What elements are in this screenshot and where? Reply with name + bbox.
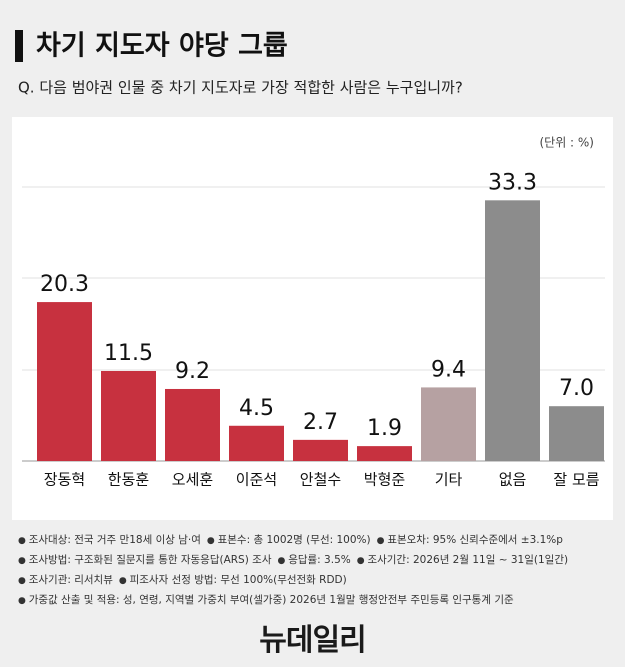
x-tick-label: 박형준 [364, 471, 406, 489]
value-label: 7.0 [559, 376, 594, 401]
value-label: 20.3 [40, 272, 89, 297]
chart-title: 차기 지도자 야당 그룹 [36, 31, 288, 62]
note: 표본수: 총 1002명 (무선: 100%) [207, 534, 371, 546]
value-label: 9.4 [431, 357, 466, 382]
note-line: 조사방법: 구조화된 질문지를 통한 자동응답(ARS) 조사 응답률: 3.5%… [18, 550, 618, 570]
note-line: 조사기관: 리서치뷰 피조사자 선정 방법: 무선 100%(무선전화 RDD) [18, 570, 618, 590]
x-tick-label: 한동훈 [108, 471, 149, 489]
logo: 뉴데일리 [259, 623, 366, 658]
bar [549, 406, 604, 461]
x-tick-label: 없음 [499, 471, 527, 489]
bar [37, 302, 92, 461]
note: 응답률: 3.5% [277, 554, 350, 566]
x-tick-label: 이준석 [236, 471, 277, 489]
note: 조사방법: 구조화된 질문지를 통한 자동응답(ARS) 조사 [18, 554, 271, 566]
value-label: 1.9 [367, 416, 402, 441]
value-label: 2.7 [303, 410, 338, 435]
x-tick-label: 오세훈 [172, 471, 213, 489]
bar [357, 446, 412, 461]
x-tick-label: 잘 모름 [553, 471, 599, 489]
bar [229, 425, 284, 461]
x-tick-label: 기타 [435, 471, 463, 489]
note: 조사기관: 리서치뷰 [18, 574, 113, 586]
note: 조사기간: 2026년 2월 11일 ~ 31일(1일간) [357, 554, 568, 566]
note: 피조사자 선정 방법: 무선 100%(무선전화 RDD) [119, 574, 347, 586]
x-tick-label: 안철수 [300, 471, 341, 489]
value-label: 11.5 [104, 341, 153, 366]
title-marker [15, 30, 23, 62]
bar [293, 439, 348, 461]
note: 가중값 산출 및 적용: 성, 연령, 지역별 가중치 부여(셀가중) 2026… [18, 594, 514, 606]
value-label: 9.2 [175, 359, 210, 384]
bar [421, 387, 476, 461]
chart: 차기 지도자 야당 그룹 Q. 다음 범야권 인물 중 차기 지도자로 가장 적… [12, 30, 613, 520]
bar [165, 388, 220, 461]
note-line: 조사대상: 전국 거주 만18세 이상 남·여 표본수: 총 1002명 (무선:… [18, 530, 618, 550]
notes: 조사대상: 전국 거주 만18세 이상 남·여 표본수: 총 1002명 (무선:… [18, 530, 618, 610]
value-label: 33.3 [488, 170, 537, 195]
value-label: 4.5 [239, 396, 274, 421]
note-line: 가중값 산출 및 적용: 성, 연령, 지역별 가중치 부여(셀가중) 2026… [18, 590, 618, 610]
note: 표본오차: 95% 신뢰수준에서 ±3.1%p [377, 534, 563, 546]
chart-subtitle: Q. 다음 범야권 인물 중 차기 지도자로 가장 적합한 사람은 누구입니까? [18, 79, 463, 97]
bar [101, 370, 156, 461]
unit: (단위 : %) [539, 136, 594, 150]
x-tick-label: 장동혁 [44, 471, 85, 489]
note: 조사대상: 전국 거주 만18세 이상 남·여 [18, 534, 201, 546]
bar [485, 200, 540, 461]
